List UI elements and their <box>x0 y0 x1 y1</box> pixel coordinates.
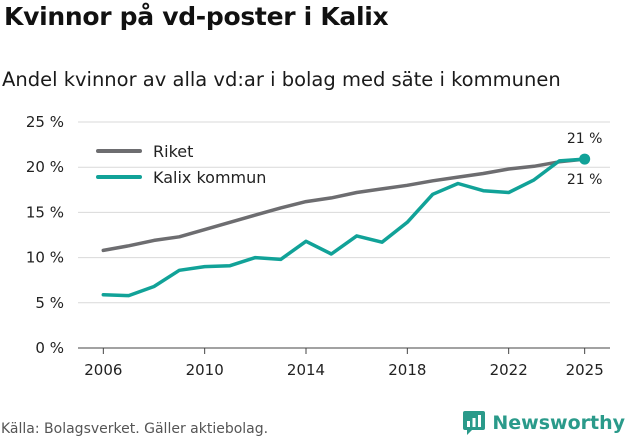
legend-label: Kalix kommun <box>153 168 266 187</box>
x-tick-label: 2022 <box>490 361 528 379</box>
y-tick-label: 5 % <box>35 294 64 312</box>
end-label-riket: 21 % <box>567 131 603 147</box>
chart-title: Kvinnor på vd-poster i Kalix <box>4 2 389 31</box>
y-tick-label: 20 % <box>26 158 64 176</box>
end-label-kalix: 21 % <box>567 172 603 188</box>
y-tick-label: 15 % <box>26 203 64 221</box>
brand-name: Newsworthy <box>492 412 625 434</box>
x-tick-label: 2010 <box>186 361 224 379</box>
x-tick-label: 2006 <box>84 361 122 379</box>
source-note: Källa: Bolagsverket. Gäller aktiebolag. <box>1 421 269 437</box>
x-tick-label: 2025 <box>566 361 604 379</box>
y-tick-label: 25 % <box>26 113 64 131</box>
y-tick-label: 10 % <box>26 249 64 267</box>
series-line-kalix-kommun <box>101 157 587 298</box>
x-tick-label: 2014 <box>287 361 325 379</box>
chart-subtitle: Andel kvinnor av alla vd:ar i bolag med … <box>2 68 561 91</box>
newsworthy-logo-icon <box>463 411 486 435</box>
series-line-riket <box>101 157 587 253</box>
x-tick-label: 2018 <box>388 361 426 379</box>
end-point-marker <box>579 153 591 165</box>
legend-label: Riket <box>153 142 193 161</box>
brand-logo: Newsworthy <box>462 410 625 436</box>
y-tick-label: 0 % <box>35 339 64 357</box>
